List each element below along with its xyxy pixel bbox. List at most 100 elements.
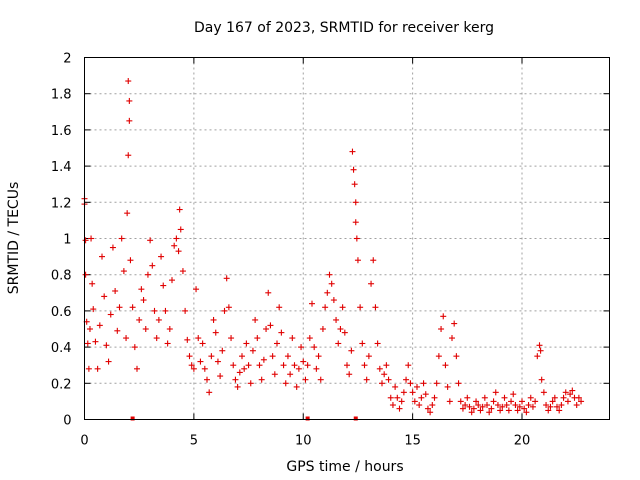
data-point bbox=[302, 376, 309, 383]
data-point bbox=[92, 338, 99, 345]
data-point bbox=[363, 376, 370, 383]
data-point bbox=[538, 376, 545, 383]
data-point bbox=[188, 362, 195, 369]
data-point bbox=[197, 358, 204, 365]
data-point bbox=[90, 306, 97, 313]
data-point bbox=[247, 380, 254, 387]
data-point bbox=[193, 286, 200, 293]
axis-ticks: 00.20.40.60.811.21.41.61.820 5 10 15 20 bbox=[51, 52, 610, 449]
data-point bbox=[521, 405, 528, 412]
data-point bbox=[457, 398, 464, 405]
data-point bbox=[486, 409, 493, 416]
data-point bbox=[353, 235, 360, 242]
data-point bbox=[564, 398, 571, 405]
data-point bbox=[466, 403, 473, 410]
data-point bbox=[319, 326, 326, 332]
data-point bbox=[420, 380, 427, 387]
data-point bbox=[453, 353, 460, 360]
data-point bbox=[396, 405, 403, 412]
data-point bbox=[505, 407, 512, 414]
data-point bbox=[125, 78, 132, 85]
data-point bbox=[173, 235, 180, 242]
data-point bbox=[274, 340, 280, 347]
data-point bbox=[129, 304, 136, 311]
data-point bbox=[195, 335, 202, 342]
y-tick-label: 0.4 bbox=[51, 341, 72, 356]
data-point bbox=[309, 300, 315, 307]
data-point bbox=[479, 403, 486, 410]
data-point bbox=[368, 280, 375, 287]
data-point bbox=[385, 376, 392, 383]
data-point bbox=[219, 347, 226, 354]
data-point bbox=[138, 286, 145, 293]
data-point bbox=[210, 316, 217, 323]
data-point bbox=[228, 335, 235, 342]
data-point bbox=[217, 373, 224, 380]
data-point bbox=[313, 365, 320, 372]
data-point bbox=[84, 340, 91, 347]
data-point bbox=[451, 320, 458, 327]
data-point bbox=[411, 398, 418, 405]
data-point bbox=[134, 365, 140, 372]
data-point bbox=[293, 383, 300, 390]
data-point bbox=[341, 329, 348, 336]
data-point bbox=[276, 304, 283, 311]
y-tick-label: 1.6 bbox=[51, 124, 72, 139]
x-tick-label: 15 bbox=[404, 434, 421, 449]
data-point bbox=[169, 277, 175, 284]
data-point bbox=[140, 297, 147, 304]
data-point bbox=[551, 394, 558, 401]
data-point bbox=[431, 394, 438, 401]
data-point bbox=[554, 403, 560, 410]
data-point bbox=[525, 402, 532, 409]
data-point bbox=[556, 407, 563, 414]
data-point bbox=[199, 340, 206, 347]
data-point bbox=[116, 304, 123, 311]
data-point bbox=[295, 365, 302, 372]
data-point bbox=[278, 329, 285, 336]
data-point bbox=[125, 152, 132, 159]
data-point bbox=[269, 353, 276, 360]
data-point bbox=[510, 391, 517, 398]
data-point bbox=[547, 403, 554, 410]
data-point bbox=[400, 389, 407, 396]
data-point bbox=[96, 322, 103, 329]
data-point bbox=[155, 316, 162, 323]
data-point bbox=[394, 394, 401, 401]
data-point bbox=[103, 342, 110, 349]
axis-markers bbox=[130, 416, 358, 421]
data-point bbox=[208, 353, 215, 360]
data-point bbox=[357, 304, 364, 311]
data-point bbox=[131, 344, 138, 351]
y-axis-label: SRMTID / TECUs bbox=[6, 182, 22, 295]
axis-marker bbox=[353, 416, 358, 421]
data-point bbox=[575, 394, 582, 401]
data-point bbox=[534, 353, 541, 360]
data-point bbox=[186, 353, 193, 360]
data-point bbox=[149, 262, 156, 269]
data-point bbox=[252, 316, 259, 323]
data-point bbox=[519, 398, 525, 405]
data-point bbox=[166, 326, 173, 332]
data-points bbox=[81, 78, 585, 416]
data-point bbox=[424, 405, 431, 412]
data-point bbox=[403, 376, 410, 383]
data-point bbox=[560, 394, 567, 401]
data-point bbox=[114, 327, 121, 334]
data-point bbox=[379, 380, 385, 387]
data-point bbox=[260, 356, 267, 363]
data-point bbox=[532, 398, 539, 405]
data-point bbox=[351, 181, 358, 188]
y-tick-label: 1 bbox=[63, 233, 71, 248]
data-point bbox=[488, 405, 495, 412]
data-point bbox=[462, 402, 469, 409]
data-point bbox=[230, 362, 237, 369]
data-point bbox=[256, 362, 263, 369]
data-point bbox=[136, 316, 143, 323]
data-point bbox=[501, 394, 508, 401]
data-point bbox=[184, 336, 191, 343]
data-point bbox=[271, 371, 278, 378]
chart-title: Day 167 of 2023, SRMTID for receiver ker… bbox=[194, 20, 494, 36]
data-point bbox=[162, 307, 169, 314]
x-tick-label: 0 bbox=[80, 434, 88, 449]
